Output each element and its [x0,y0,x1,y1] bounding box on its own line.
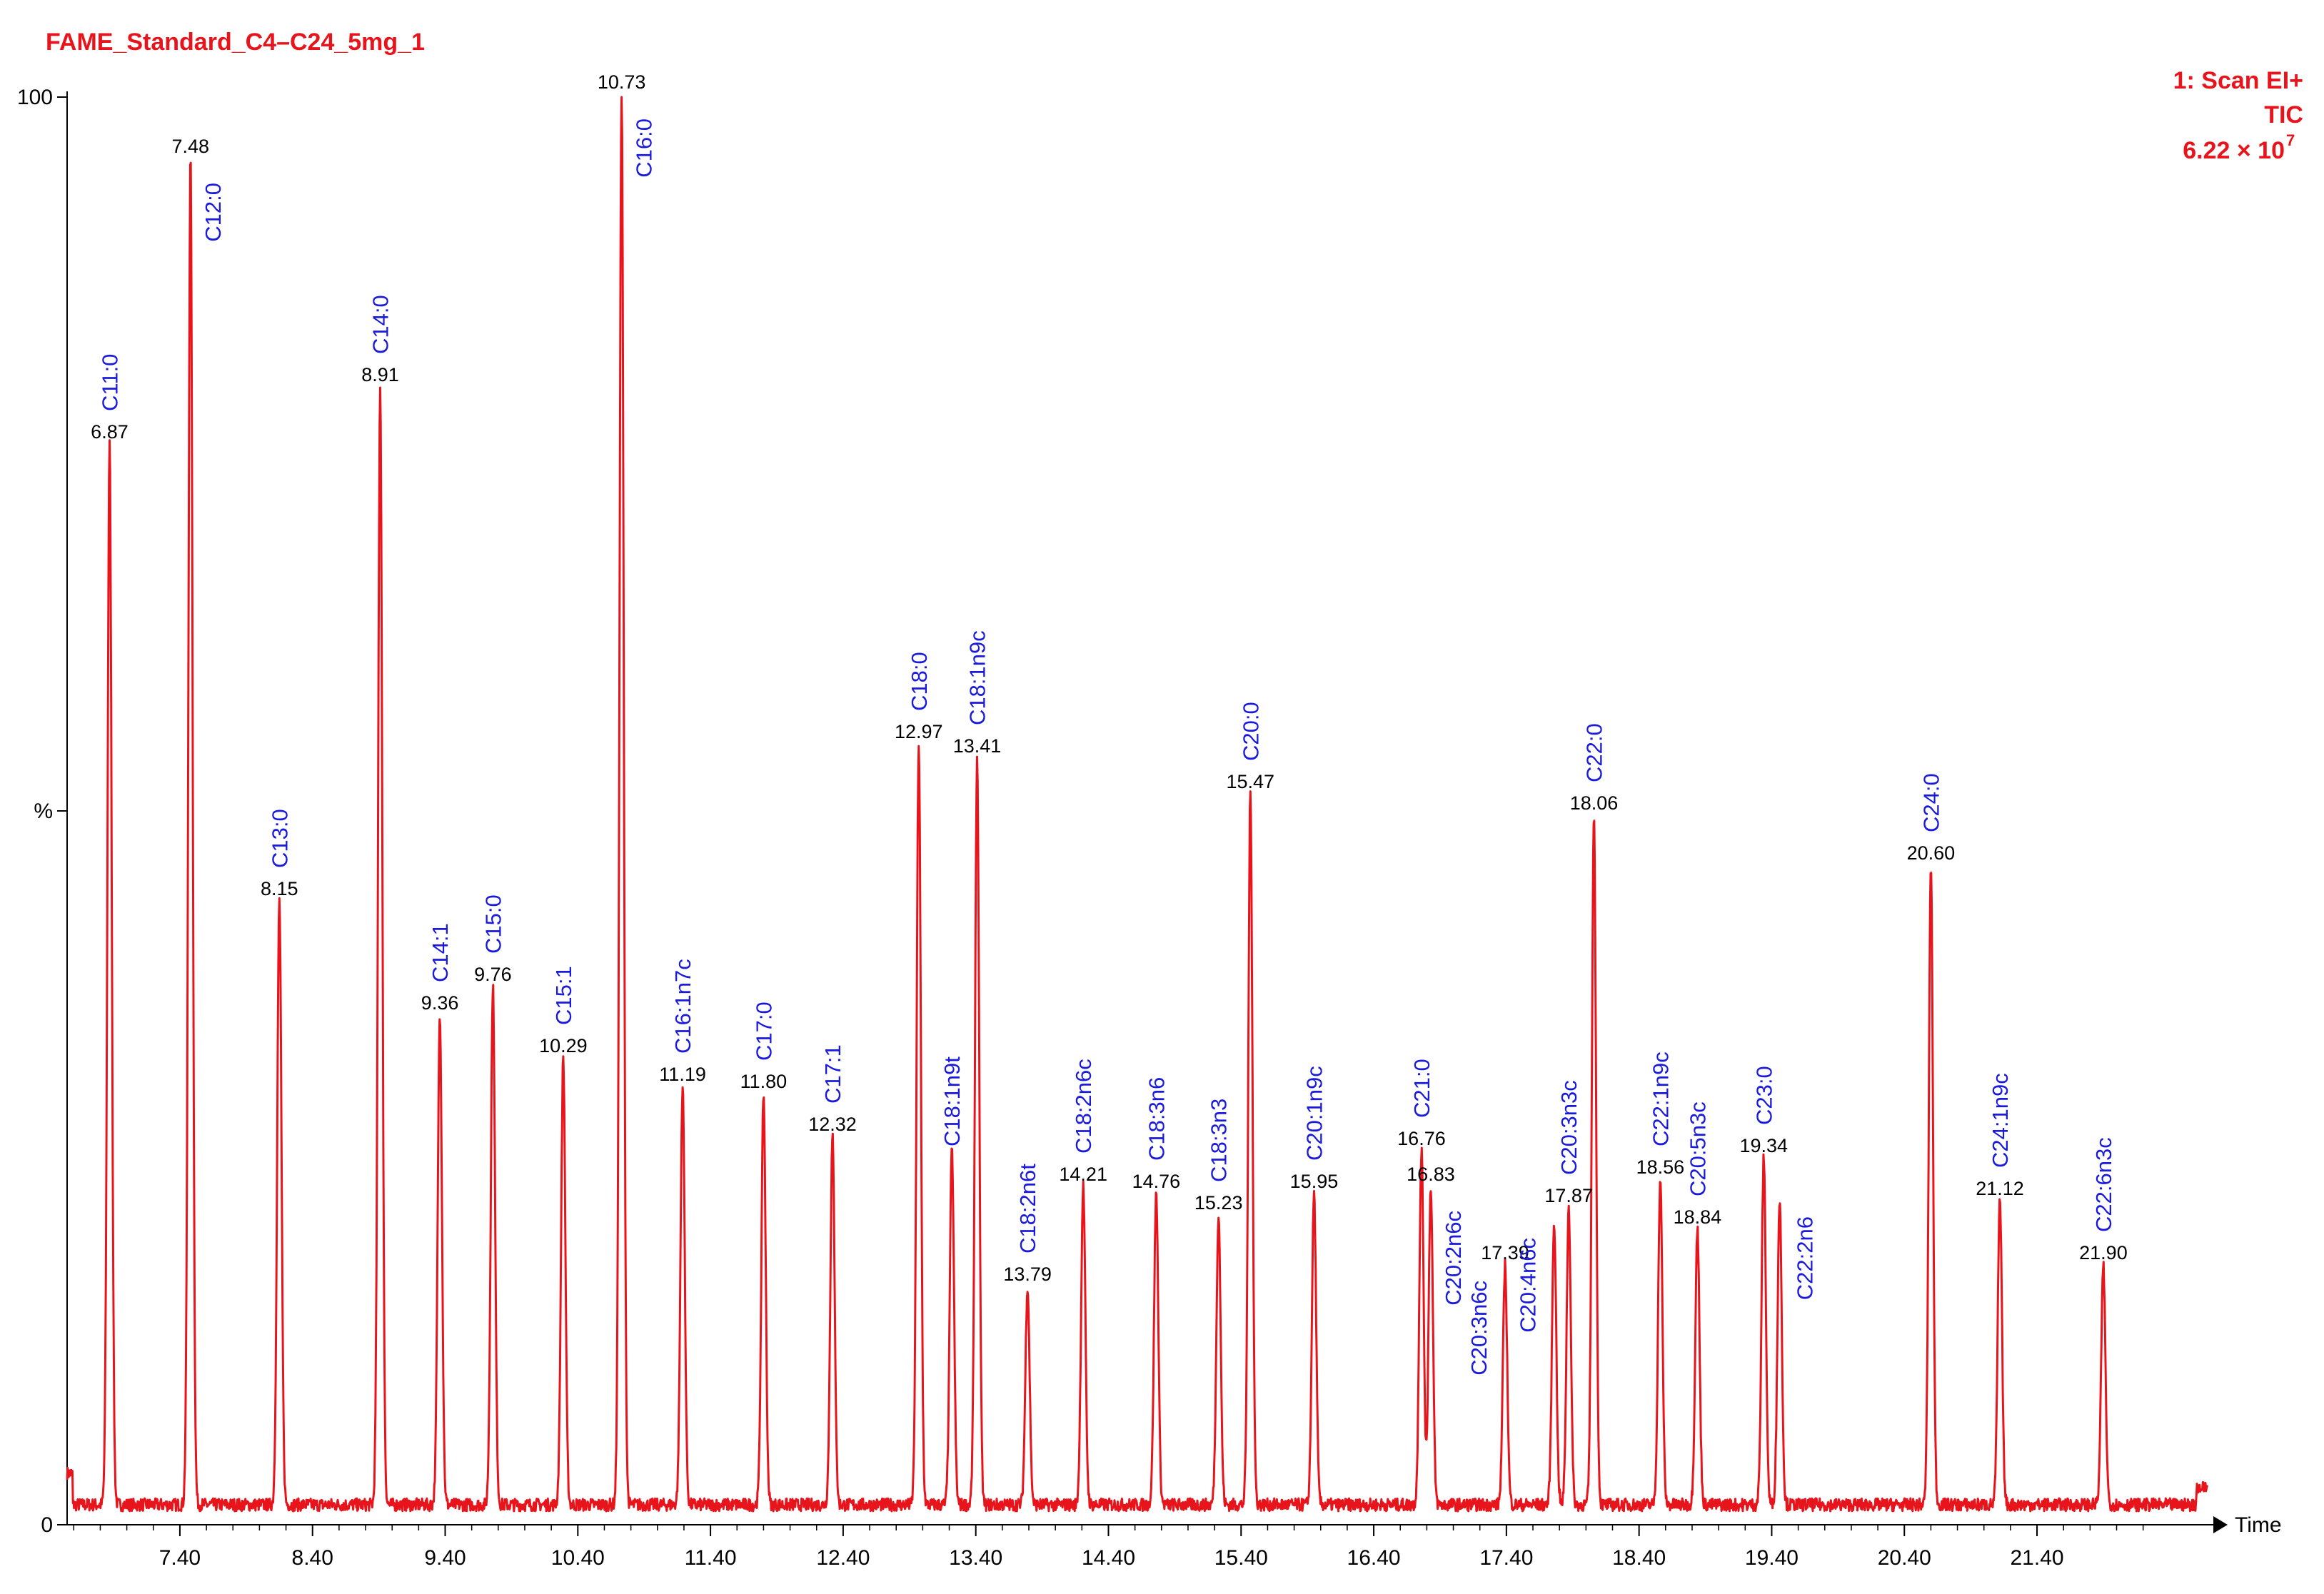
x-axis-arrow [2213,1516,2228,1533]
peak-rt-label: 21.90 [2079,1242,2128,1263]
compound-label: C12:0 [201,183,226,242]
compound-label: C11:0 [97,354,122,411]
y-tick-label-100: 100 [17,86,53,109]
compound-label: C20:4n6c [1516,1238,1541,1333]
x-tick-label: 12.40 [816,1546,870,1570]
peak-rt-label: 6.87 [91,421,129,443]
x-tick-label: 19.40 [1745,1546,1799,1570]
peak-rt-label: 18.56 [1636,1156,1685,1178]
peak-rt-label: 16.83 [1407,1164,1455,1185]
compound-label: C13:0 [267,809,292,868]
compound-label: C18:3n6 [1144,1077,1169,1161]
compound-label: C18:0 [907,652,932,711]
peak-rt-label: 20.60 [1907,842,1956,864]
x-tick-label: 13.40 [949,1546,1002,1570]
peak-rt-label: 15.23 [1194,1192,1243,1214]
peak-rt-label: 10.73 [598,71,646,93]
x-tick-label: 7.40 [159,1546,201,1570]
compound-label: C15:0 [481,894,505,954]
peak-rt-label: 21.12 [1976,1178,2024,1199]
peak-rt-label: 19.34 [1740,1135,1789,1156]
peak-rt-label: 15.47 [1226,771,1274,792]
peak-rt-label: 8.15 [261,878,298,899]
peak-rt-label: 11.80 [740,1071,788,1092]
x-ticks: 7.40 8.40 9.40 10.40 11.40 12.40 13.40 14.40 15.… [73,1525,2144,1570]
x-tick-label: 9.40 [424,1546,466,1570]
compound-label: C18:1n9c [965,630,990,725]
compound-label: C16:0 [632,118,657,178]
peak-rt-label: 18.06 [1570,792,1619,814]
scan-mode-label: 1: Scan EI+ [2173,67,2303,94]
peak-rt-label: 12.32 [808,1114,857,1135]
x-tick-label: 15.40 [1214,1546,1268,1570]
chart-title: FAME_Standard_C4–C24_5mg_1 [46,29,425,56]
compound-label: C17:0 [751,1002,776,1061]
compound-label: C20:1n9c [1302,1066,1327,1161]
compound-label: C17:1 [820,1044,845,1104]
x-axis-label: Time [2235,1513,2282,1537]
compound-label: C18:1n9t [940,1056,965,1146]
peak-rt-label: 17.39 [1481,1242,1529,1263]
compound-label: C24:0 [1918,773,1943,832]
compound-label: C24:1n9c [1988,1073,2013,1168]
peak-rt-label: 11.19 [659,1064,706,1085]
peak-rt-label: 16.76 [1397,1128,1446,1149]
x-tick-label: 21.40 [2010,1546,2063,1570]
axes: 100 % 0 Time [17,86,2282,1537]
compound-label: C23:0 [1751,1066,1776,1125]
x-tick-label: 8.40 [292,1546,333,1570]
x-tick-label: 10.40 [551,1546,605,1570]
x-tick-label: 16.40 [1347,1546,1401,1570]
compound-label: C22:1n9c [1648,1051,1673,1146]
peak-rt-label: 9.76 [474,964,512,985]
peak-rt-label: 9.36 [421,992,459,1014]
peak-rt-label: 8.91 [361,364,399,385]
compound-label: C22:2n6 [1793,1216,1818,1300]
peak-rt-label: 7.48 [172,136,210,157]
y-axis-label: % [34,799,53,823]
peak-rt-label: 15.95 [1290,1171,1339,1192]
compound-label: C15:1 [551,966,576,1025]
scan-intensity-label: 6.22 × 10 [2183,137,2285,164]
y-tick-label-0: 0 [41,1513,53,1537]
peak-rt-label: 14.76 [1132,1171,1181,1192]
tic-trace [66,96,2209,1513]
compound-label: C16:1n7c [670,959,695,1054]
compound-label: C18:2n6c [1071,1059,1096,1154]
x-tick-label: 14.40 [1082,1546,1135,1570]
compound-label: C14:0 [368,295,393,354]
peak-labels: 6.87 C11:0 7.48 C12:0 8.15 C13:0 8.91 C14:0 9.36… [91,71,2128,1376]
peak-rt-label: 13.41 [953,735,1002,757]
compound-label: C18:2n6t [1015,1164,1040,1253]
compound-label: C20:2n6c [1441,1211,1466,1306]
peak-rt-label: 18.84 [1674,1206,1722,1228]
peak-rt-label: 10.29 [539,1035,588,1056]
compound-label: C20:5n3c [1685,1101,1710,1196]
compound-label: C20:3n3c [1556,1080,1581,1175]
peak-rt-label: 17.87 [1544,1185,1593,1206]
scan-intensity-exponent: 7 [2286,131,2295,149]
compound-label: C20:3n6c [1467,1281,1492,1376]
x-tick-label: 17.40 [1479,1546,1533,1570]
compound-label: C20:0 [1238,702,1263,761]
compound-label: C21:0 [1409,1059,1434,1118]
compound-label: C22:0 [1581,723,1606,782]
compound-label: C14:1 [428,923,453,982]
compound-label: C22:6n3c [2091,1137,2116,1232]
x-tick-label: 20.40 [1878,1546,1931,1570]
scan-tic-label: TIC [2264,101,2303,128]
peak-rt-label: 12.97 [895,721,943,742]
compound-label: C18:3n3 [1207,1099,1232,1182]
peak-rt-label: 14.21 [1059,1164,1107,1185]
x-tick-label: 11.40 [685,1546,737,1570]
x-tick-label: 18.40 [1612,1546,1666,1570]
peak-rt-label: 13.79 [1003,1263,1052,1285]
